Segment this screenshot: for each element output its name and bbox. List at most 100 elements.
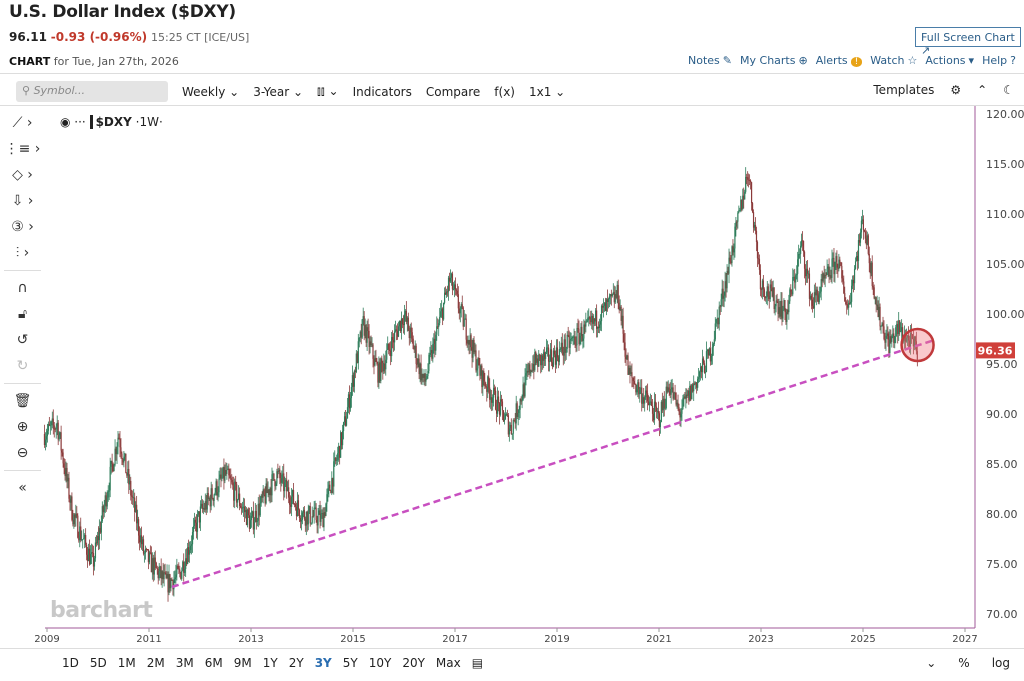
full-screen-button[interactable]: Full Screen Chart ↗ bbox=[915, 27, 1021, 57]
candle-body bbox=[786, 309, 788, 322]
candle-body bbox=[642, 397, 644, 404]
candle-body bbox=[45, 436, 48, 440]
candle-body bbox=[812, 305, 814, 309]
moon-icon[interactable]: ☾ bbox=[1003, 83, 1014, 97]
shape-icon[interactable]: ◇ › bbox=[12, 167, 33, 183]
x-tick-label: 2023 bbox=[748, 634, 773, 645]
nav-alerts[interactable]: Alerts! bbox=[816, 54, 863, 67]
nav-help[interactable]: Help? bbox=[982, 54, 1016, 67]
candle-body bbox=[182, 561, 184, 571]
zoom-out-icon[interactable]: ⊖ bbox=[16, 445, 29, 461]
symbol-input[interactable]: ⚲ Symbol... bbox=[16, 81, 168, 102]
range-dropdown[interactable]: 3-Year ⌄ bbox=[253, 84, 304, 99]
range-6m[interactable]: 6M bbox=[204, 656, 223, 670]
range-5d[interactable]: 5D bbox=[89, 656, 107, 670]
redo-icon[interactable]: ↻ bbox=[16, 358, 29, 374]
percent-toggle[interactable]: % bbox=[958, 656, 970, 670]
indicators-button[interactable]: Indicators bbox=[352, 84, 412, 99]
candle-body bbox=[448, 277, 451, 282]
range-10y[interactable]: 10Y bbox=[368, 656, 392, 670]
candle-body bbox=[121, 453, 123, 459]
candle-body bbox=[395, 329, 398, 331]
candle-body bbox=[603, 302, 606, 306]
collapse-icon[interactable]: « bbox=[18, 480, 27, 496]
candle-body bbox=[235, 481, 237, 485]
templates-button[interactable]: Templates bbox=[873, 83, 935, 97]
candle-body bbox=[675, 392, 677, 405]
candle-body bbox=[441, 308, 443, 312]
draw-line-icon[interactable]: ⟋ › bbox=[12, 115, 33, 131]
candle-body bbox=[529, 364, 531, 374]
candle-body bbox=[911, 334, 914, 339]
range-1y[interactable]: 1Y bbox=[262, 656, 278, 670]
candle-body bbox=[405, 310, 407, 322]
pitchfork-icon[interactable]: ⫶ › bbox=[15, 245, 30, 261]
range-20y[interactable]: 20Y bbox=[402, 656, 425, 670]
nav-actions[interactable]: Actions ▾ bbox=[925, 54, 974, 67]
fx-button[interactable]: f(x) bbox=[494, 84, 515, 99]
candle-body bbox=[248, 515, 251, 529]
candle-body bbox=[180, 572, 182, 579]
candle-body bbox=[261, 495, 263, 498]
candle-body bbox=[477, 357, 479, 369]
chart-type-dropdown[interactable]: ⫾⫾ ⌄ bbox=[317, 84, 339, 98]
compare-button[interactable]: Compare bbox=[425, 84, 481, 99]
candle-body bbox=[666, 386, 668, 393]
candle-body bbox=[398, 320, 401, 327]
candle-body bbox=[587, 317, 589, 321]
candle-body bbox=[176, 565, 178, 575]
nav-my-charts[interactable]: My Charts ⊕ bbox=[740, 54, 808, 67]
range-5y[interactable]: 5Y bbox=[342, 656, 358, 670]
eye-icon[interactable]: ◉ ··· bbox=[60, 115, 86, 129]
candle-body bbox=[409, 327, 411, 339]
alerts-icon: ! bbox=[850, 57, 863, 67]
candle-body bbox=[359, 331, 361, 338]
calendar-icon[interactable]: ▤ bbox=[471, 656, 484, 670]
fib-icon[interactable]: ⋮≡ › bbox=[4, 141, 41, 157]
range-max[interactable]: Max bbox=[435, 656, 461, 670]
range-2y[interactable]: 2Y bbox=[288, 656, 304, 670]
candle-body bbox=[305, 511, 307, 526]
candle-body bbox=[531, 370, 533, 372]
arrow-icon[interactable]: ⇩ › bbox=[11, 193, 34, 209]
period-dropdown[interactable]: Weekly ⌄ bbox=[182, 84, 240, 99]
candle-body bbox=[274, 479, 276, 487]
candle-body bbox=[868, 253, 870, 264]
candle-body bbox=[128, 468, 130, 485]
candle-body bbox=[658, 413, 660, 428]
candle-body bbox=[609, 294, 611, 297]
delete-icon[interactable]: 🗑︎ bbox=[13, 393, 32, 409]
candle-body bbox=[707, 349, 710, 356]
candle-body bbox=[549, 349, 552, 361]
candle-body bbox=[223, 467, 225, 481]
magnet-icon[interactable]: ∩ bbox=[17, 280, 28, 296]
candle-body bbox=[490, 397, 492, 400]
layout-dropdown[interactable]: 1x1 ⌄ bbox=[529, 84, 566, 99]
candle-body bbox=[510, 424, 512, 434]
candle-body bbox=[355, 353, 357, 372]
gear-icon[interactable]: ⚙ bbox=[950, 83, 962, 97]
chevron-down-icon[interactable]: ⌄ bbox=[926, 656, 937, 670]
log-toggle[interactable]: log bbox=[991, 656, 1010, 670]
range-9m[interactable]: 9M bbox=[233, 656, 252, 670]
range-3m[interactable]: 3M bbox=[175, 656, 194, 670]
candle-body bbox=[234, 481, 236, 501]
candle-body bbox=[400, 318, 403, 332]
range-2m[interactable]: 2M bbox=[146, 656, 165, 670]
candle-body bbox=[172, 580, 174, 590]
candle-body bbox=[771, 288, 773, 297]
zoom-in-icon[interactable]: ⊕ bbox=[16, 419, 29, 435]
nav-watch[interactable]: Watch ☆ bbox=[870, 54, 917, 67]
candle-body bbox=[315, 507, 317, 520]
range-1d[interactable]: 1D bbox=[62, 656, 79, 670]
collapse-icon[interactable]: ⌃ bbox=[977, 83, 988, 97]
candle-body bbox=[72, 519, 74, 525]
range-1m[interactable]: 1M bbox=[117, 656, 136, 670]
lock-icon[interactable]: 🔓︎ bbox=[17, 306, 28, 322]
candle-body bbox=[912, 338, 915, 347]
undo-icon[interactable]: ↺ bbox=[16, 332, 29, 348]
range-3y[interactable]: 3Y bbox=[314, 656, 332, 670]
nav-notes[interactable]: Notes ✎ bbox=[688, 54, 732, 67]
counter-icon[interactable]: ③ › bbox=[11, 219, 34, 235]
